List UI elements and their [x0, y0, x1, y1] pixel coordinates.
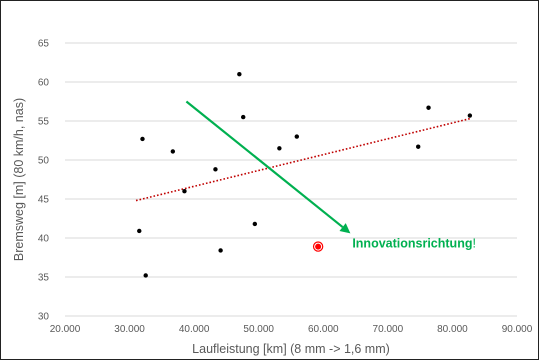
y-tick-label: 50: [38, 156, 50, 167]
data-point: [140, 136, 145, 142]
y-axis-title: Bremsweg [m] (80 km/h, nas): [12, 98, 26, 261]
x-tick-label: 90.000: [502, 324, 533, 335]
y-tick-label: 40: [38, 234, 50, 245]
x-tick-label: 60.000: [308, 324, 339, 335]
data-point: [218, 248, 223, 253]
innovation-arrow-shaft: [185, 100, 344, 228]
x-tick-labels: 20.000 30.000 40.000 50.000 60.000 70.000 80.0…: [50, 324, 533, 335]
highlight-point: [315, 243, 322, 250]
y-tick-label: 30: [38, 312, 50, 323]
data-point: [182, 189, 187, 194]
annotation-label: Innovationsrichtung!: [352, 236, 476, 250]
data-point: [416, 144, 421, 149]
y-tick-label: 55: [38, 117, 50, 128]
data-point: [237, 72, 242, 77]
x-axis-title: Laufleistung [km] (8 mm -> 1,6 mm): [192, 342, 390, 356]
data-point: [426, 105, 431, 110]
arrow-group: [185, 100, 351, 234]
data-point: [170, 149, 176, 154]
grid-lines: [65, 42, 517, 317]
data-point: [294, 134, 300, 139]
x-tick-label: 40.000: [179, 324, 210, 335]
y-tick-label: 60: [38, 78, 50, 89]
y-tick-label: 45: [38, 195, 50, 206]
x-tick-label: 70.000: [373, 324, 404, 335]
x-tick-label: 20.000: [50, 324, 81, 335]
data-point: [252, 221, 258, 227]
data-point: [137, 228, 142, 234]
y-tick-label: 35: [38, 273, 50, 284]
data-point: [277, 146, 282, 151]
x-tick-label: 50.000: [243, 324, 274, 335]
x-tick-label: 80.000: [437, 324, 468, 335]
innovation-arrow-head: [339, 223, 351, 234]
data-point: [213, 167, 218, 172]
data-point: [241, 114, 246, 120]
y-tick-labels: 30 35 40 45 50 55 60 65: [38, 39, 50, 323]
data-points: [137, 72, 473, 278]
y-tick-label: 65: [38, 39, 50, 50]
annotation-suffix: !: [472, 236, 475, 250]
data-point: [467, 113, 473, 118]
x-tick-label: 30.000: [114, 324, 145, 335]
annotation-text: Innovationsrichtung: [352, 236, 472, 250]
data-point: [143, 273, 148, 278]
